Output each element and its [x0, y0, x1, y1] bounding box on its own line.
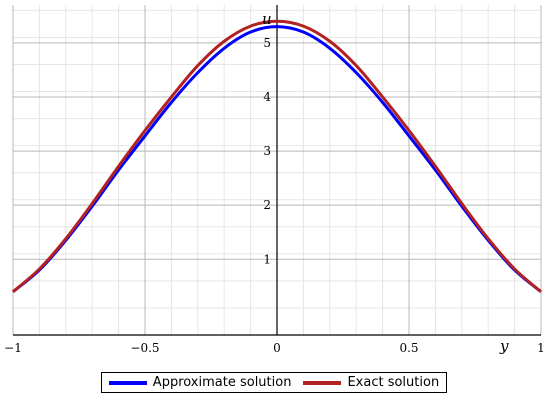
x-axis-label: y [499, 337, 509, 355]
x-tick-label: −1 [4, 341, 22, 355]
y-tick-label: 5 [263, 36, 271, 50]
legend-label-exact: Exact solution [347, 375, 440, 390]
chart: −1 −0.5 0 0.5 1 1 2 3 4 5 y u [4, 5, 545, 355]
y-tick-label: 2 [263, 198, 271, 212]
y-tick-label: 3 [263, 144, 271, 158]
y-tick-label: 4 [263, 90, 271, 104]
x-tick-label: −0.5 [130, 341, 159, 355]
axes [13, 5, 541, 336]
legend: Approximate solution Exact solution [101, 372, 447, 393]
legend-swatch-exact [303, 380, 342, 385]
x-tick-label: 0.5 [399, 341, 418, 355]
series-line-exact [12, 19, 542, 293]
y-axis-label: u [262, 10, 272, 28]
series-line-approximate [12, 25, 542, 293]
tick-labels: −1 −0.5 0 0.5 1 1 2 3 4 5 [4, 36, 545, 355]
legend-label-approximate: Approximate solution [152, 375, 292, 390]
plot-lines [12, 19, 542, 293]
y-tick-label: 1 [263, 252, 271, 266]
legend-entry-approximate: Approximate solution [108, 375, 292, 390]
x-tick-label: 0 [273, 341, 281, 355]
legend-entry-exact: Exact solution [303, 375, 439, 390]
x-tick-label: 1 [537, 341, 545, 355]
legend-swatch-approximate [108, 380, 147, 385]
